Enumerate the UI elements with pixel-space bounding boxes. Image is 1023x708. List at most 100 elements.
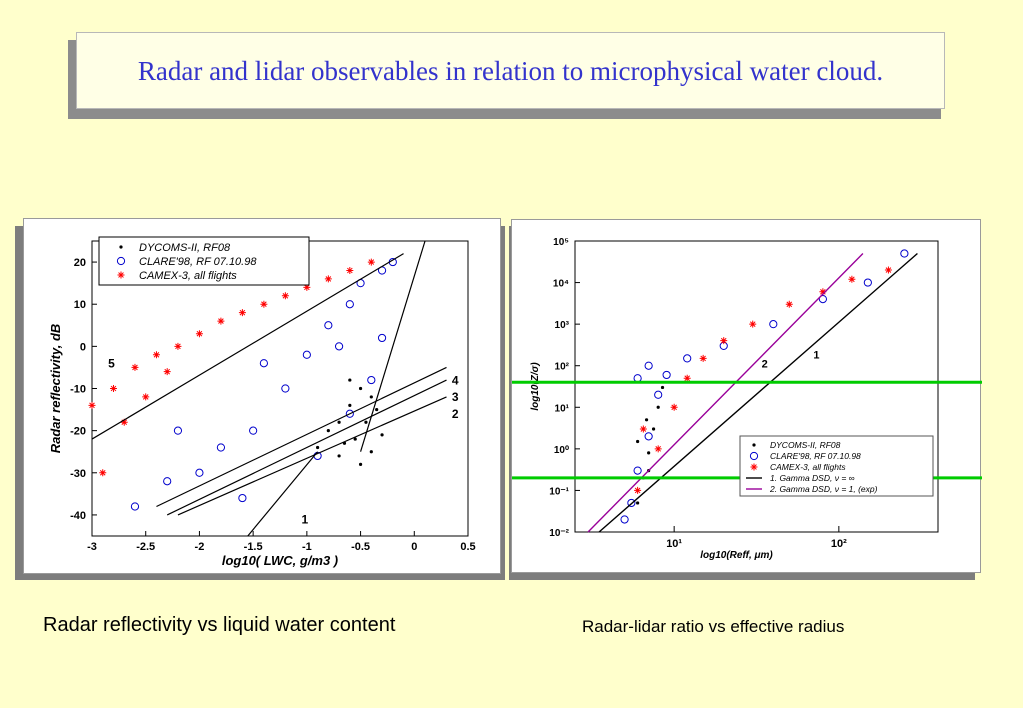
data-point xyxy=(654,390,663,399)
data-point xyxy=(324,275,332,283)
data-point xyxy=(324,321,333,330)
y-axis-label: Radar reflectivity, dB xyxy=(48,324,63,454)
data-point xyxy=(367,375,376,385)
data-point xyxy=(660,385,665,390)
data-point xyxy=(656,405,660,409)
x-tick-label: -2 xyxy=(195,541,205,553)
legend-box xyxy=(739,435,934,497)
data-point xyxy=(367,258,375,266)
data-point xyxy=(644,418,649,422)
data-point xyxy=(358,462,363,466)
x-tick-label: 0 xyxy=(411,541,417,553)
x-tick-label: -2.5 xyxy=(136,541,155,553)
legend-label: DYCOMS-II, RF08 xyxy=(770,440,841,450)
data-point xyxy=(720,337,728,345)
y-tick-label: -30 xyxy=(70,468,86,480)
data-point xyxy=(316,445,320,450)
data-point xyxy=(142,393,150,401)
data-point xyxy=(195,468,204,477)
data-point xyxy=(683,374,691,382)
data-point xyxy=(627,498,636,508)
data-point xyxy=(683,354,692,363)
data-point xyxy=(163,477,172,486)
model-line xyxy=(156,366,447,508)
data-point xyxy=(238,493,247,503)
x-tick-label: 10¹ xyxy=(666,538,682,550)
data-point xyxy=(769,320,778,329)
data-point xyxy=(173,426,183,435)
data-point xyxy=(260,300,268,308)
legend-label: CLARE'98, RF 07.10.98 xyxy=(770,451,861,461)
left-figure: -3 -2.5 -2 -1.5 -1 -0.5 0 0.5 -40 -30 -20 -10 0 10 20 l… xyxy=(23,218,501,574)
data-point xyxy=(195,330,203,338)
x-tick-label: -3 xyxy=(87,541,97,553)
curve-label: 1 xyxy=(301,512,308,526)
data-point xyxy=(131,363,139,371)
data-point xyxy=(345,409,354,418)
model-line xyxy=(166,379,447,516)
y-tick-label: 10 xyxy=(74,299,86,311)
y-tick-label: -20 xyxy=(70,426,86,438)
caption-right: Radar-lidar ratio vs effective radius xyxy=(582,617,845,636)
data-point xyxy=(654,445,662,453)
legend-marker xyxy=(749,451,759,461)
data-point xyxy=(334,342,344,351)
y-tick-label: -10 xyxy=(70,384,86,396)
model-line xyxy=(598,252,918,533)
data-point xyxy=(785,300,793,308)
y-tick-label: -40 xyxy=(70,510,86,522)
data-point xyxy=(620,515,629,524)
model-line xyxy=(91,253,404,440)
y-axis-label: log10(Z/σ) xyxy=(530,362,541,411)
data-point xyxy=(636,439,640,444)
y-tick-label: 10⁴ xyxy=(553,279,569,290)
data-point xyxy=(353,437,357,441)
data-point xyxy=(848,275,856,283)
x-tick-label: -1.5 xyxy=(244,541,263,553)
right-figure: 10¹ 10² 10⁻² 10⁻¹ 10⁰ 10¹ 10² 10³ 10⁴ 10⁵ log10(Re… xyxy=(511,219,982,573)
data-point xyxy=(699,354,707,362)
data-point xyxy=(346,267,354,274)
legend-marker xyxy=(116,256,126,266)
data-point xyxy=(636,501,640,505)
data-point xyxy=(369,450,373,454)
legend-marker xyxy=(750,463,758,471)
data-point xyxy=(249,426,258,435)
data-point xyxy=(238,309,246,317)
data-point xyxy=(364,420,368,424)
curve-label: 2 xyxy=(452,407,459,421)
x-tick-label: -0.5 xyxy=(351,541,370,553)
data-point xyxy=(651,427,656,431)
data-point xyxy=(163,368,171,376)
y-tick-label: 10³ xyxy=(555,320,570,331)
curve-label: 2 xyxy=(762,359,768,371)
x-axis-label: log10(Reff, μm) xyxy=(700,550,773,561)
data-point xyxy=(819,288,827,296)
data-point xyxy=(337,454,341,458)
data-point xyxy=(348,403,352,407)
data-point xyxy=(639,425,647,433)
data-point xyxy=(109,385,117,392)
data-point xyxy=(380,433,384,437)
model-line xyxy=(587,253,864,533)
data-point xyxy=(670,403,678,411)
data-point xyxy=(120,418,128,426)
data-point xyxy=(217,317,225,325)
caption-left: Radar reflectivity vs liquid water conte… xyxy=(43,614,396,636)
data-point xyxy=(99,469,107,477)
data-point xyxy=(358,386,363,391)
model-line xyxy=(359,240,426,452)
data-point xyxy=(302,350,311,359)
data-point xyxy=(152,351,160,359)
data-point xyxy=(303,283,311,291)
data-point xyxy=(174,342,182,350)
legend-marker xyxy=(752,443,756,447)
y-tick-label: 10⁵ xyxy=(553,237,569,248)
legend-marker xyxy=(117,271,125,279)
legend-label: CAMEX-3, all flights xyxy=(770,462,846,472)
data-point xyxy=(281,292,289,300)
y-tick-label: 10² xyxy=(555,362,570,373)
data-point xyxy=(377,333,387,343)
x-axis-label: log10( LWC, g/m3 ) xyxy=(222,553,338,568)
model-line xyxy=(177,396,447,516)
